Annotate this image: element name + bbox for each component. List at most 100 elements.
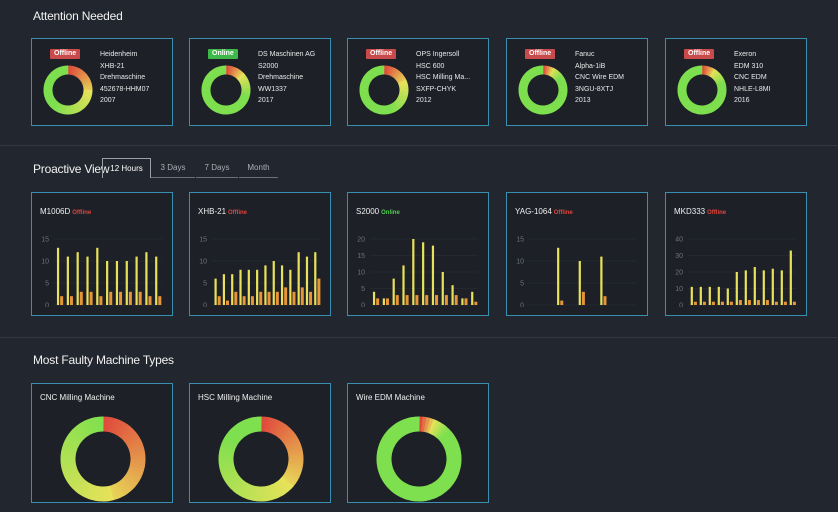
donut-segment [52, 69, 60, 79]
donut-segment [556, 96, 566, 103]
tab-7-days[interactable]: 7 Days [196, 158, 238, 178]
tab-month[interactable]: Month [239, 158, 278, 178]
bar-series-1 [125, 261, 128, 305]
donut-segment [70, 476, 84, 490]
donut-segment [242, 483, 252, 499]
section-divider [0, 145, 838, 146]
donut-segment [712, 72, 721, 81]
machine-chart-card[interactable]: M1006D Offline 15 10 5 0 [31, 192, 173, 316]
donut-segment [360, 81, 370, 87]
donut-segment [383, 474, 398, 487]
faulty-machine-card[interactable]: HSC Milling Machine [189, 383, 331, 503]
bar-series-2 [217, 296, 221, 305]
bar-series-2 [792, 301, 796, 305]
faulty-machine-card[interactable]: Wire EDM Machine [347, 383, 489, 503]
y-tick-label: 15 [41, 237, 49, 244]
tab-3-days[interactable]: 3 Days [151, 158, 195, 178]
donut-segment [432, 422, 444, 437]
donut-segment [81, 77, 91, 84]
bar-series-1 [762, 270, 765, 305]
attention-card[interactable]: Online DS Maschinen AG S2000 Drehmaschin… [189, 38, 331, 126]
donut-segment [556, 95, 567, 101]
donut-segment [44, 79, 55, 85]
bar-series-1 [247, 269, 250, 305]
donut-segment [438, 428, 452, 442]
donut-segment [712, 99, 721, 108]
bar-series-1 [451, 285, 454, 305]
donut-segment [78, 99, 87, 108]
machine-chart-card[interactable]: XHB-21 Offline 15 10 5 0 [189, 192, 331, 316]
donut-segment [711, 100, 720, 109]
machine-chart-card[interactable]: S2000 Online 20 15 10 5 0 [347, 192, 489, 316]
donut-segment [213, 67, 220, 77]
donut-segment [219, 463, 235, 470]
bar-series-1 [272, 261, 275, 305]
donut-segment [281, 474, 296, 487]
bar-series-2 [138, 291, 142, 305]
faulty-machine-title: CNC Milling Machine [40, 393, 115, 402]
donut-segment [519, 81, 529, 87]
donut-segment [691, 66, 697, 76]
donut-segment [532, 103, 538, 114]
donut-segment [283, 472, 298, 484]
donut-segment [551, 69, 559, 79]
machine-chart-title: MKD333 Offline [674, 207, 726, 216]
donut-segment [202, 95, 212, 101]
bar-series-1 [382, 298, 385, 305]
donut-segment [268, 417, 277, 434]
faulty-machine-card[interactable]: CNC Milling Machine [31, 383, 173, 503]
machine-chart-card[interactable]: MKD333 Offline 40 30 20 10 0 [665, 192, 807, 316]
donut-segment [129, 463, 145, 471]
donut-segment [520, 96, 530, 103]
donut-segment [124, 431, 139, 444]
donut-segment [548, 66, 554, 77]
donut-segment [50, 100, 59, 109]
donut-segment [445, 448, 461, 455]
attention-card[interactable]: Offline Fanuc Alpha-1iB CNC Wire EDM 3NG… [506, 38, 648, 126]
donut-segment [427, 483, 437, 500]
donut-segment [278, 426, 292, 440]
machine-model: EDM 310 [734, 62, 764, 70]
donut-segment [441, 472, 456, 484]
donut-segment [397, 96, 407, 103]
bar-series-1 [422, 242, 425, 305]
machine-serial: SXFP-CHYK [416, 85, 457, 93]
donut-segment [111, 483, 121, 500]
bar-series-1 [297, 252, 300, 305]
machine-type: CNC Wire EDM [575, 74, 624, 82]
donut-segment [75, 68, 83, 78]
donut-segment [78, 421, 90, 437]
machine-serial: 3NGU-8XTJ [575, 85, 614, 93]
tab-12-hours[interactable]: 12 Hours [102, 158, 151, 178]
faulty-machine-title: Wire EDM Machine [356, 393, 425, 402]
donut-segment [436, 478, 450, 492]
machine-type: Drehmaschine [100, 74, 146, 82]
machine-chart-card[interactable]: YAG-1064 Offline 15 10 5 0 [506, 192, 648, 316]
bar-series-2 [702, 301, 706, 305]
bar-series-2 [395, 295, 399, 305]
donut-segment [112, 419, 122, 435]
donut-segment [398, 79, 408, 85]
donut-segment [691, 103, 697, 114]
donut-segment [82, 79, 92, 85]
donut-segment [407, 485, 415, 501]
machine-name: M1006D [40, 207, 71, 216]
y-tick-label: 5 [45, 281, 49, 288]
donut-segment [249, 485, 257, 501]
attention-card[interactable]: Offline Exeron EDM 310 CNC EDM NHLE-L8MI… [665, 38, 807, 126]
donut-segment [203, 77, 213, 84]
donut-segment [365, 99, 374, 108]
attention-card[interactable]: Offline OPS Ingersoll HSC 600 HSC Millin… [347, 38, 489, 126]
bar-series-1 [214, 278, 217, 305]
donut-segment [231, 104, 237, 114]
y-tick-label: 30 [675, 253, 683, 260]
donut-segment [679, 96, 689, 103]
machine-bar-chart: 15 10 5 0 [41, 237, 162, 307]
machine-bar-chart: 15 10 5 0 [199, 237, 321, 307]
machine-manufacturer: OPS Ingersoll [416, 51, 460, 58]
donut-segment [392, 101, 400, 111]
attention-card[interactable]: Offline Heidenheim XHB-21 Drehmaschine 4… [31, 38, 173, 126]
donut-segment [66, 434, 81, 446]
bar-series-2 [560, 300, 564, 305]
donut-segment [128, 466, 145, 475]
